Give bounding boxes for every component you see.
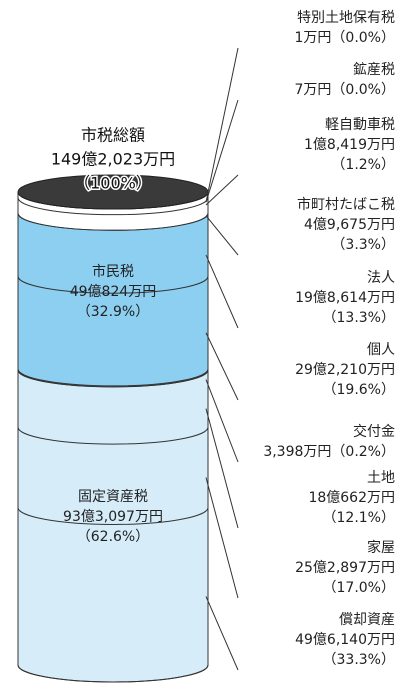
item-name: 個人: [367, 342, 395, 358]
item-percent: （0.0%）: [331, 82, 395, 98]
segment: [17, 507, 209, 525]
segment: [17, 213, 209, 231]
cylinder: [17, 174, 209, 683]
group-amount: 49億824万円: [70, 284, 157, 300]
item-amount-text: 3,398万円: [263, 444, 331, 460]
item-amount: 1万円（0.0%）: [295, 30, 396, 46]
item-name: 軽自動車税: [325, 116, 395, 133]
group-percent: （32.9%）: [77, 304, 149, 320]
item-name: 特別土地保有税: [297, 10, 395, 26]
leader-line: [205, 596, 239, 671]
item-percent: （13.3%）: [323, 310, 395, 326]
segment: [17, 197, 209, 216]
leader-line: [205, 408, 239, 529]
segment-group: [17, 368, 209, 683]
leader-line: [205, 332, 239, 401]
item-name: 土地: [367, 470, 395, 486]
leader-line: [205, 215, 239, 256]
leader-line: [205, 477, 239, 599]
segment: [17, 369, 209, 388]
leader-line: [205, 254, 239, 329]
item-amount-text: 7万円: [295, 82, 332, 98]
chart-title: 市税総額: [81, 126, 145, 145]
item-percent: （12.1%）: [323, 510, 395, 526]
item-amount: 3,398万円（0.2%）: [263, 444, 395, 460]
item-name: 家屋: [367, 539, 395, 556]
item-amount: 1億8,419万円: [304, 137, 395, 153]
item-name: 鉱産税: [353, 61, 395, 78]
group-name: 市民税: [92, 263, 134, 280]
item-percent: （19.6%）: [323, 382, 395, 398]
item-name: 市町村たばこ税: [297, 196, 395, 213]
item-amount-text: 1万円: [295, 30, 332, 46]
item-name: 法人: [367, 270, 395, 286]
item-percent: （17.0%）: [323, 580, 395, 596]
item-percent: （0.0%）: [331, 30, 395, 46]
leader-line: [205, 47, 239, 203]
group-name: 固定資産税: [78, 489, 148, 505]
leader-line: [205, 379, 239, 463]
item-name: 償却資産: [339, 612, 395, 628]
item-amount: 19億8,614万円: [295, 290, 395, 306]
leader-line: [205, 99, 239, 203]
segment: [17, 427, 209, 445]
item-percent: （3.3%）: [331, 237, 395, 253]
item-amount: 25億2,897万円: [295, 560, 395, 576]
group-amount: 93億3,097万円: [63, 509, 163, 525]
group-percent: （62.6%）: [77, 529, 149, 545]
item-amount: 29億2,210万円: [295, 362, 395, 378]
segment-group: [17, 213, 209, 388]
total-amount: 149億2,023万円: [51, 150, 175, 169]
item-amount: 7万円（0.0%）: [295, 82, 396, 98]
segment: [17, 276, 209, 294]
segment: [17, 664, 209, 683]
item-amount: 49億6,140万円: [295, 632, 395, 648]
item-name: 交付金: [353, 423, 395, 440]
leader-line: [205, 174, 239, 206]
item-percent: （33.3%）: [323, 652, 395, 668]
item-percent: （0.2%）: [331, 444, 395, 460]
total-percent: （100%）: [74, 174, 152, 193]
segment: [17, 368, 209, 387]
item-amount: 18億662万円: [308, 490, 395, 506]
item-amount: 4億9,675万円: [304, 217, 395, 233]
item-percent: （1.2%）: [331, 157, 395, 173]
